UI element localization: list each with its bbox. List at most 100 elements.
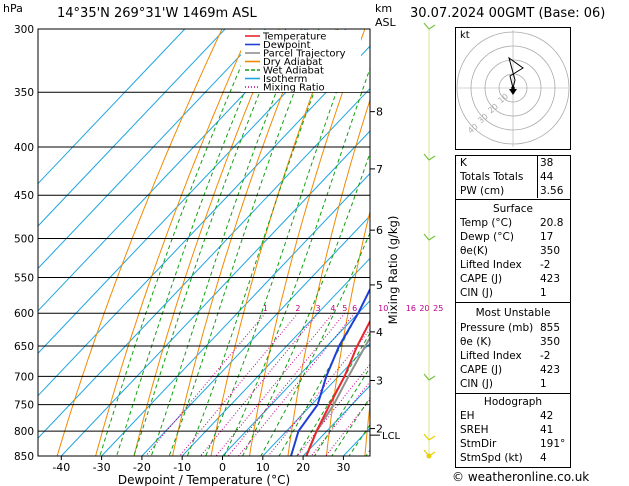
most-unstable-title: Most Unstable [475,307,551,319]
surface-row: CAPE (J) 423 [460,273,561,285]
wind-barb [423,233,436,241]
hodo-row: StmSpd (kt) 4 [460,452,547,464]
km-tick-label: 8 [376,106,383,119]
asl-label: ASL [375,16,396,29]
km-label: km [375,2,393,15]
mu-row: Pressure (mb) 855 [460,322,561,334]
dewpoint-line [290,287,370,456]
pressure-tick-label: 450 [14,190,34,202]
indices-table: K 38 Totals Totals 44 PW (cm) 3.56 Surface … [455,155,571,468]
mixing-ratio-line [227,312,346,456]
mixing-ratio-line [267,328,370,456]
hodograph-ring-label: 30 [476,112,490,125]
hodograph-ring-label: 40 [466,122,480,135]
mixing-ratio-line [200,312,319,456]
wet-adiabat-line [205,29,360,456]
surface-row: Lifted Index -2 [460,259,551,271]
surface-row: θe(K) 350 [460,245,561,257]
wind-surface-marker [426,453,432,459]
wet-adiabat-line [133,29,287,456]
location-title: 14°35'N 269°31'W 1469m ASL [57,6,257,21]
index-row: Totals Totals 44 [460,171,554,183]
wet-adiabat-line [223,67,370,456]
wet-adiabat-line [186,29,339,456]
mixing-ratio-label: 10 [378,304,388,313]
hodo-row: StmDir 191° [460,438,566,450]
wet-adiabat-line [150,29,303,456]
dry-adiabat-line [133,29,280,456]
mixing-ratio-label: 16 [406,304,416,313]
mixing-ratio-label: 2 [295,304,300,313]
x-axis-label: Dewpoint / Temperature (°C) [118,473,290,486]
storm-motion-marker [509,89,517,95]
km-tick-label: 4 [376,326,383,339]
isotherm-line [222,299,370,456]
legend-entry: Mixing Ratio [263,83,325,94]
hodograph-ring-label: 10 [496,92,510,105]
index-row: K 38 [460,157,554,169]
pressure-tick-label: 350 [14,87,34,99]
mixing-ratio-label: 20 [419,304,429,313]
temp-tick-label: -20 [133,461,151,474]
isotherm-line [38,29,347,354]
wet-adiabat-line [99,29,258,456]
copyright-text: © weatheronline.co.uk [452,470,590,484]
mixing-ratio-label: 1 [263,304,268,313]
pressure-tick-label: 400 [14,142,34,154]
hodograph-center [511,86,515,90]
dry-adiabat-line [56,29,223,456]
legend-entry: Isotherm [263,74,307,85]
surface-row: CIN (J) 1 [460,287,547,299]
hodo-row: EH 42 [460,410,554,422]
pressure-tick-label: 300 [14,24,34,36]
dry-adiabat-line [210,29,337,456]
mixing-ratio-label: 25 [433,304,443,313]
wind-barb [423,153,436,161]
pressure-tick-label: 550 [14,273,34,285]
legend-box [241,30,361,92]
wet-adiabat-line [331,396,370,456]
pressure-tick-label: 650 [14,341,34,353]
wet-adiabat-line [116,29,272,456]
wet-adiabat-line [168,29,320,456]
hodograph-panel: 10 20 30 40 kt [455,27,571,150]
hodograph-table-title: Hodograph [483,396,543,408]
wet-adiabat-line [260,231,370,456]
legend-entry: Wet Adiabat [263,66,324,77]
parcel-trajectory-line [305,335,370,456]
legend-entry: Temperature [262,32,326,43]
pressure-tick-label: 500 [14,233,34,245]
wet-adiabat-line [348,423,370,456]
mixing-ratio-label: 3 [316,304,321,313]
wind-barb [423,373,436,381]
wind-barb [423,22,436,30]
temp-tick-label: 10 [256,461,270,474]
isotherm-line [38,29,226,227]
temp-tick-label: -10 [173,461,191,474]
km-tick-label: 7 [376,163,383,176]
isotherm-line [38,45,370,397]
lcl-label: LCL [382,431,401,442]
pressure-tick-label: 800 [14,426,34,438]
temp-tick-label: -40 [52,461,70,474]
dry-adiabat-line [95,29,252,456]
km-tick-label: 3 [376,374,383,387]
hpa-label: hPa [3,2,23,15]
km-tick-label: 6 [376,224,383,237]
mu-row: θe (K) 350 [460,336,561,348]
hodograph-unit: kt [460,30,470,41]
mixing-ratio-line [296,363,370,456]
dry-adiabat-line [364,400,370,456]
isotherm-line [101,172,370,456]
isotherm-line [38,29,266,270]
legend-entry: Dry Adiabat [263,57,322,68]
mixing-ratio-label: 4 [330,304,335,313]
wet-adiabat-line [241,151,370,456]
hodo-row: SREH 41 [460,424,554,436]
wet-adiabat-line [296,331,370,456]
pressure-tick-label: 600 [14,308,34,320]
isotherm-line [60,130,370,456]
